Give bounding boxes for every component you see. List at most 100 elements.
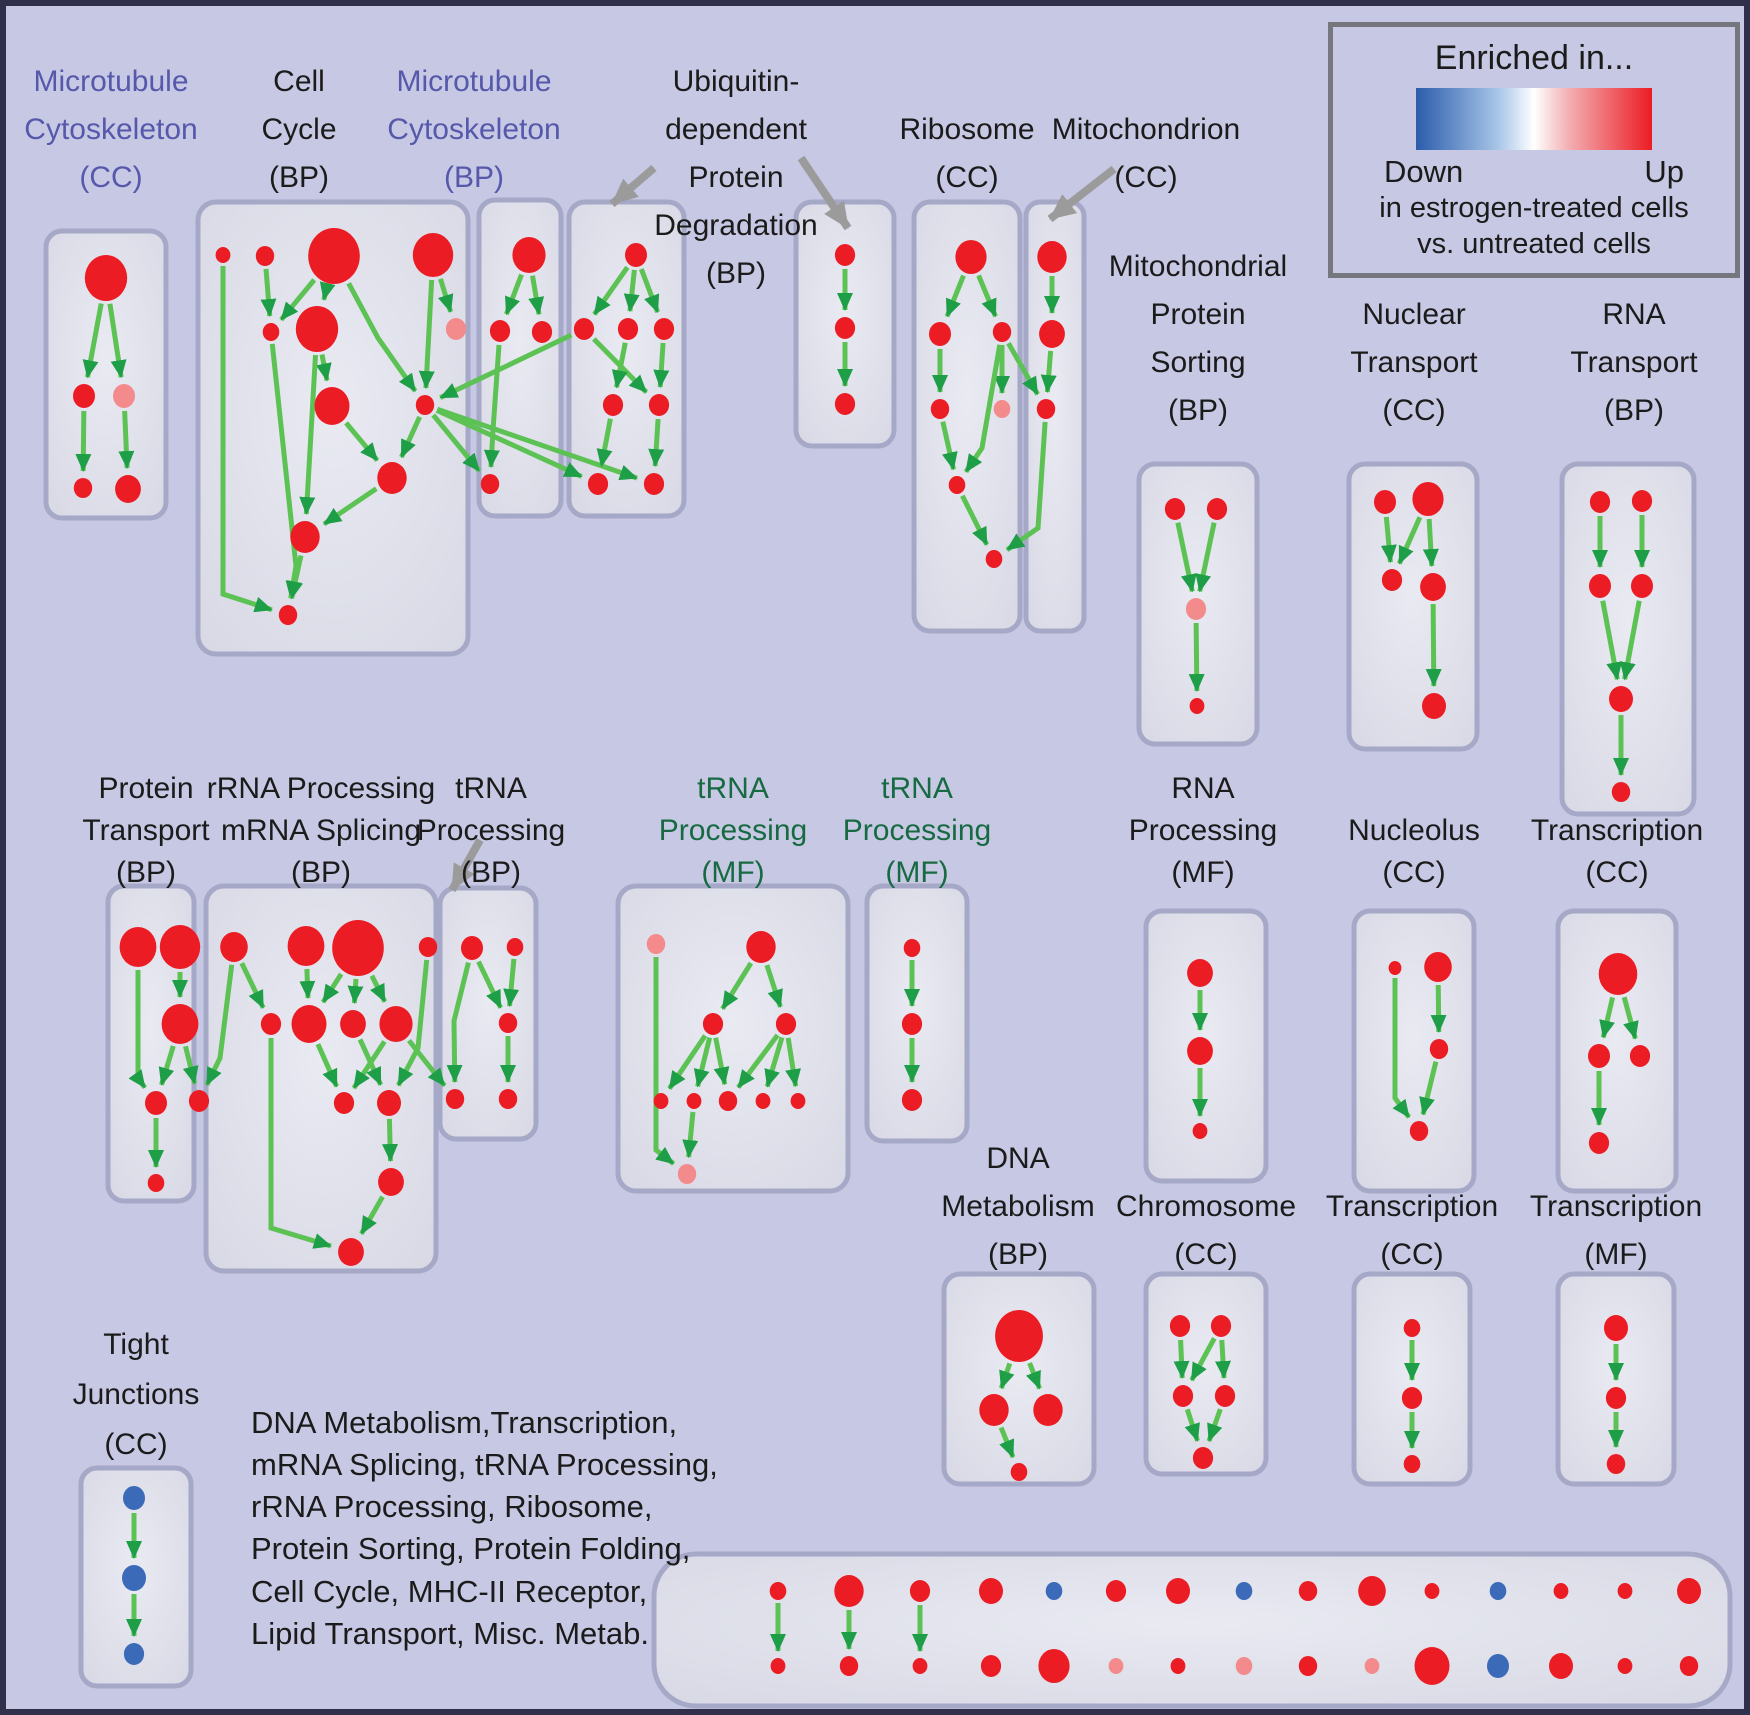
go-term-node-red xyxy=(1424,1583,1440,1599)
edge-arrow xyxy=(399,415,422,459)
cluster-label-microtubule-cc: (CC) xyxy=(79,161,142,194)
go-term-node-blue xyxy=(1235,1582,1253,1600)
go-term-node-red xyxy=(980,1655,1002,1677)
cluster-label-ubiquitin: Degradation xyxy=(654,209,817,242)
cluster-label-rna-transport: (BP) xyxy=(1604,394,1664,427)
cluster-label-ubiquitin: dependent xyxy=(665,113,807,146)
legend-subtitle-1: in estrogen-treated cells xyxy=(1379,192,1689,224)
cluster-label-rna-transport: Transport xyxy=(1570,346,1698,379)
go-term-node-red xyxy=(746,931,776,963)
go-term-node-red xyxy=(775,1013,797,1035)
cluster-label-trna-bp: Processing xyxy=(417,814,565,847)
go-term-node-red xyxy=(161,1004,199,1044)
cluster-box-microtubule-cc xyxy=(43,228,169,521)
go-term-node-red xyxy=(291,1005,327,1043)
go-term-node-red xyxy=(73,384,95,408)
go-term-node-red xyxy=(985,550,1003,568)
annotation-text-line: mRNA Splicing, tRNA Processing, xyxy=(251,1447,718,1482)
go-term-node-blue xyxy=(1487,1654,1509,1678)
go-term-node-pink xyxy=(1185,598,1207,620)
go-term-node-red xyxy=(979,1578,1003,1604)
go-term-node-red xyxy=(480,474,500,494)
go-term-node-red xyxy=(1010,1463,1028,1481)
cluster-label-transcription-mf: (MF) xyxy=(1584,1238,1647,1271)
edge-arrow xyxy=(623,269,640,313)
go-term-node-red xyxy=(769,1582,787,1600)
edge-arrow xyxy=(204,964,235,1086)
edge-arrow xyxy=(320,972,344,1004)
edge-arrow xyxy=(1189,1337,1217,1382)
go-term-node-red xyxy=(1187,959,1213,987)
go-term-node-red xyxy=(834,317,856,339)
cluster-label-rna-processing: Processing xyxy=(1129,814,1277,847)
edge-arrow xyxy=(82,303,104,379)
go-term-node-red xyxy=(909,1580,931,1602)
go-term-node-red xyxy=(1611,782,1631,802)
go-term-node-blue xyxy=(1489,1582,1507,1600)
cluster-label-tight-junctions: Junctions xyxy=(73,1378,200,1411)
edge-arrow xyxy=(736,1033,780,1089)
go-term-node-red xyxy=(901,1013,923,1035)
cluster-label-mito-sorting: Protein xyxy=(1150,298,1245,331)
edge-arrow xyxy=(1175,522,1197,593)
go-term-node-red xyxy=(1677,1578,1701,1604)
cluster-label-trna-mf-2: tRNA xyxy=(881,772,953,805)
edge-arrow xyxy=(319,281,336,301)
cluster-label-microtubule-cc: Microtubule xyxy=(33,65,188,98)
go-term-node-red xyxy=(912,1658,928,1674)
edge-arrow xyxy=(1206,1408,1223,1442)
go-term-node-red xyxy=(290,521,320,553)
go-term-node-red xyxy=(412,233,454,277)
edge-arrow xyxy=(504,273,524,316)
go-term-node-red xyxy=(498,1089,518,1109)
cluster-label-cell-cycle: Cell xyxy=(273,65,325,98)
go-term-node-red xyxy=(1589,491,1611,513)
cluster-label-nucleolus: (CC) xyxy=(1382,856,1445,889)
edge-arrow xyxy=(611,342,628,389)
edge-arrow xyxy=(1380,516,1397,564)
edge-arrow xyxy=(1188,622,1205,693)
go-term-node-red xyxy=(770,1658,786,1674)
edge-arrow xyxy=(1425,603,1442,688)
edge-arrow xyxy=(963,344,1003,474)
edge-arrow xyxy=(347,978,364,1005)
edge-arrow xyxy=(369,974,388,1003)
edge-arrow xyxy=(315,1043,339,1088)
edge-arrow xyxy=(682,1111,699,1159)
go-term-node-red xyxy=(955,240,987,274)
cluster-label-transcription-mf: Transcription xyxy=(1530,1190,1702,1223)
go-term-node-red xyxy=(1214,1385,1236,1407)
go-term-node-red xyxy=(145,1091,167,1115)
cluster-label-protein-transport: Transport xyxy=(82,814,210,847)
cluster-label-tight-junctions: (CC) xyxy=(104,1428,167,1461)
cluster-label-mito-sorting: (BP) xyxy=(1168,394,1228,427)
cluster-box-nuclear-transport xyxy=(1346,461,1480,752)
edge-arrow xyxy=(118,410,135,470)
go-term-node-red xyxy=(602,394,624,416)
cluster-label-microtubule-bp: Cytoskeleton xyxy=(387,113,560,146)
go-term-node-red xyxy=(1170,1658,1186,1674)
edge-arrow xyxy=(1599,996,1616,1039)
edge-arrow xyxy=(1040,350,1057,394)
cluster-box-nucleolus xyxy=(1351,908,1477,1194)
go-term-node-red xyxy=(755,1093,771,1109)
go-term-node-red xyxy=(702,1013,724,1035)
legend-axis-labels: Down Up xyxy=(1384,154,1684,190)
go-term-node-red xyxy=(1631,490,1653,512)
cluster-label-ribosome: (CC) xyxy=(935,161,998,194)
go-term-node-red xyxy=(903,939,921,957)
edge-arrow xyxy=(346,282,418,393)
go-term-node-red xyxy=(489,320,511,342)
annotation-text-line: Cell Cycle, MHC-II Receptor, xyxy=(251,1574,647,1609)
go-term-node-red xyxy=(260,1013,282,1035)
go-term-node-red xyxy=(686,1093,702,1109)
annotation-text-line: Protein Sorting, Protein Folding, xyxy=(251,1531,690,1566)
cluster-label-mitochondrion: (CC) xyxy=(1114,161,1177,194)
cluster-label-mito-sorting: Sorting xyxy=(1150,346,1245,379)
cluster-box-transcription-cc-mid xyxy=(1555,908,1679,1194)
go-term-node-red xyxy=(718,1091,738,1111)
cluster-box-trna-mf-1 xyxy=(615,883,851,1194)
go-term-node-red xyxy=(834,393,856,415)
edge-arrow xyxy=(503,958,520,1008)
go-term-node-red xyxy=(1037,241,1067,273)
